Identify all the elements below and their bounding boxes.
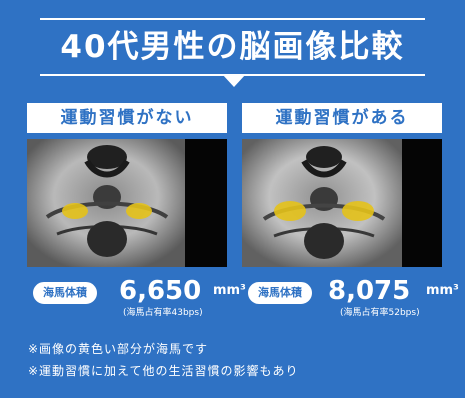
hippocampus-volume-value: 8,075 [328,276,411,306]
hippocampus-left [274,201,306,221]
volume-unit: mm³ [213,283,246,298]
brain-scan-image-no-exercise [27,139,227,267]
page-title: 40代男性の脳画像比較 [60,29,405,65]
hippocampus-volume-value: 6,650 [119,276,202,306]
volume-unit: mm³ [426,283,459,298]
brain-scan-graphic [27,139,227,267]
hippocampus-occupancy-rate: (海馬占有率43bps) [123,308,203,318]
stat-no-exercise: 海馬体積 6,650 mm³ (海馬占有率43bps) [33,276,246,318]
hippocampus-occupancy-rate: (海馬占有率52bps) [340,308,420,318]
panel-no-exercise: 運動習慣がない [27,103,227,267]
title-pointer-notch [222,74,246,87]
hippocampus-right [342,201,374,221]
brain-scan-image-with-exercise [242,139,442,267]
footnotes: ※画像の黄色い部分が海馬です ※運動習慣に加えて他の生活習慣の影響もあり [28,338,448,382]
title-top-rule [40,18,425,20]
footnote-lifestyle-influence: ※運動習慣に加えて他の生活習慣の影響もあり [28,364,299,378]
hippocampus-left [62,203,88,219]
panel-header-with-exercise: 運動習慣がある [242,103,442,133]
panel-header-no-exercise: 運動習慣がない [27,103,227,133]
panel-with-exercise: 運動習慣がある [242,103,442,267]
footnote-yellow-area: ※画像の黄色い部分が海馬です [28,342,209,356]
brain-scan-graphic [242,139,442,267]
hippocampus-volume-badge: 海馬体積 [248,282,312,304]
hippocampus-volume-badge: 海馬体積 [33,282,97,304]
hippocampus-right [126,203,152,219]
stat-with-exercise: 海馬体積 8,075 mm³ (海馬占有率52bps) [248,276,459,318]
